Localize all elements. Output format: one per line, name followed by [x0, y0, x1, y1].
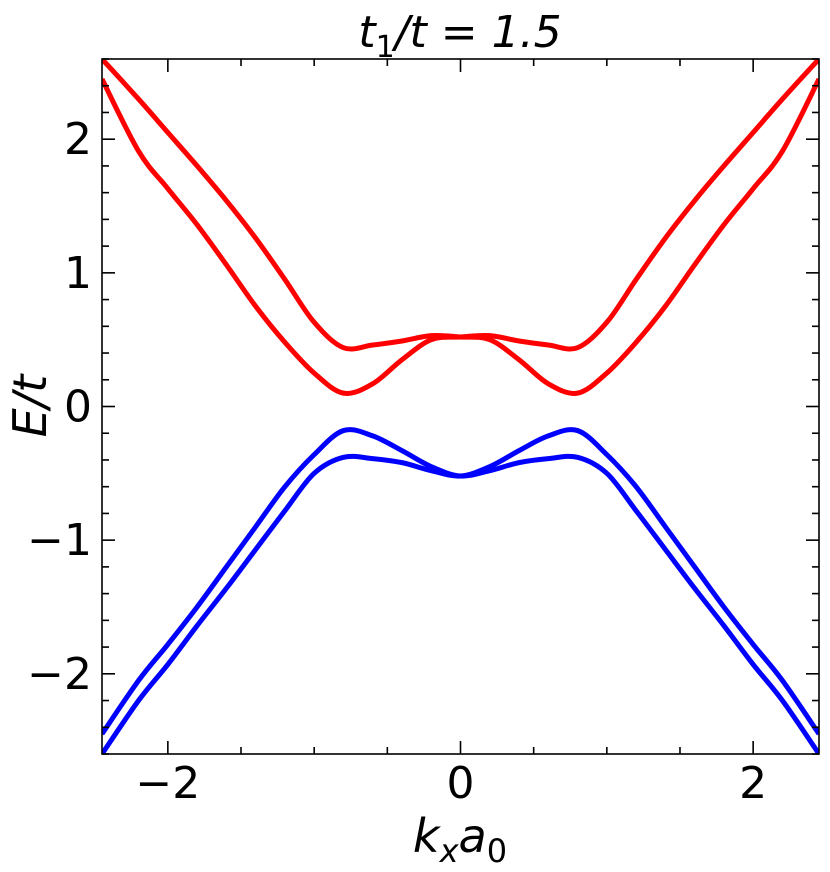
title-t1-subscript: 1 — [376, 30, 395, 65]
xlabel-a: a — [459, 809, 487, 863]
y-tick-label: 0 — [64, 382, 92, 433]
series-line-conduction-lower — [102, 59, 819, 396]
series-layer — [102, 59, 819, 754]
chart-title: t1/t = 1.5 — [358, 7, 561, 65]
series-line-conduction-upper — [102, 59, 819, 396]
axes-layer: −2 0 2 −2 −1 0 1 2 — [27, 58, 820, 809]
x-tick-label: −2 — [135, 758, 200, 809]
title-t1-base: t — [358, 7, 377, 58]
y-tick-label: −1 — [27, 515, 92, 566]
xlabel-a-subscript: 0 — [487, 832, 507, 870]
y-tick-label: 2 — [64, 114, 92, 165]
xlabel-k: k — [413, 809, 442, 863]
x-tick-label: 0 — [447, 758, 475, 809]
y-tick-label: 1 — [64, 248, 92, 299]
plot-frame — [101, 58, 820, 755]
series-line-valence-lower — [102, 427, 819, 754]
y-tick-label: −2 — [27, 649, 92, 700]
xlabel-k-subscript: x — [439, 832, 460, 870]
x-axis-label: kxa0 — [413, 809, 507, 870]
x-tick-label: 2 — [739, 758, 767, 809]
title-rest: /t = 1.5 — [391, 7, 562, 58]
y-axis-label: E/t — [3, 373, 57, 438]
